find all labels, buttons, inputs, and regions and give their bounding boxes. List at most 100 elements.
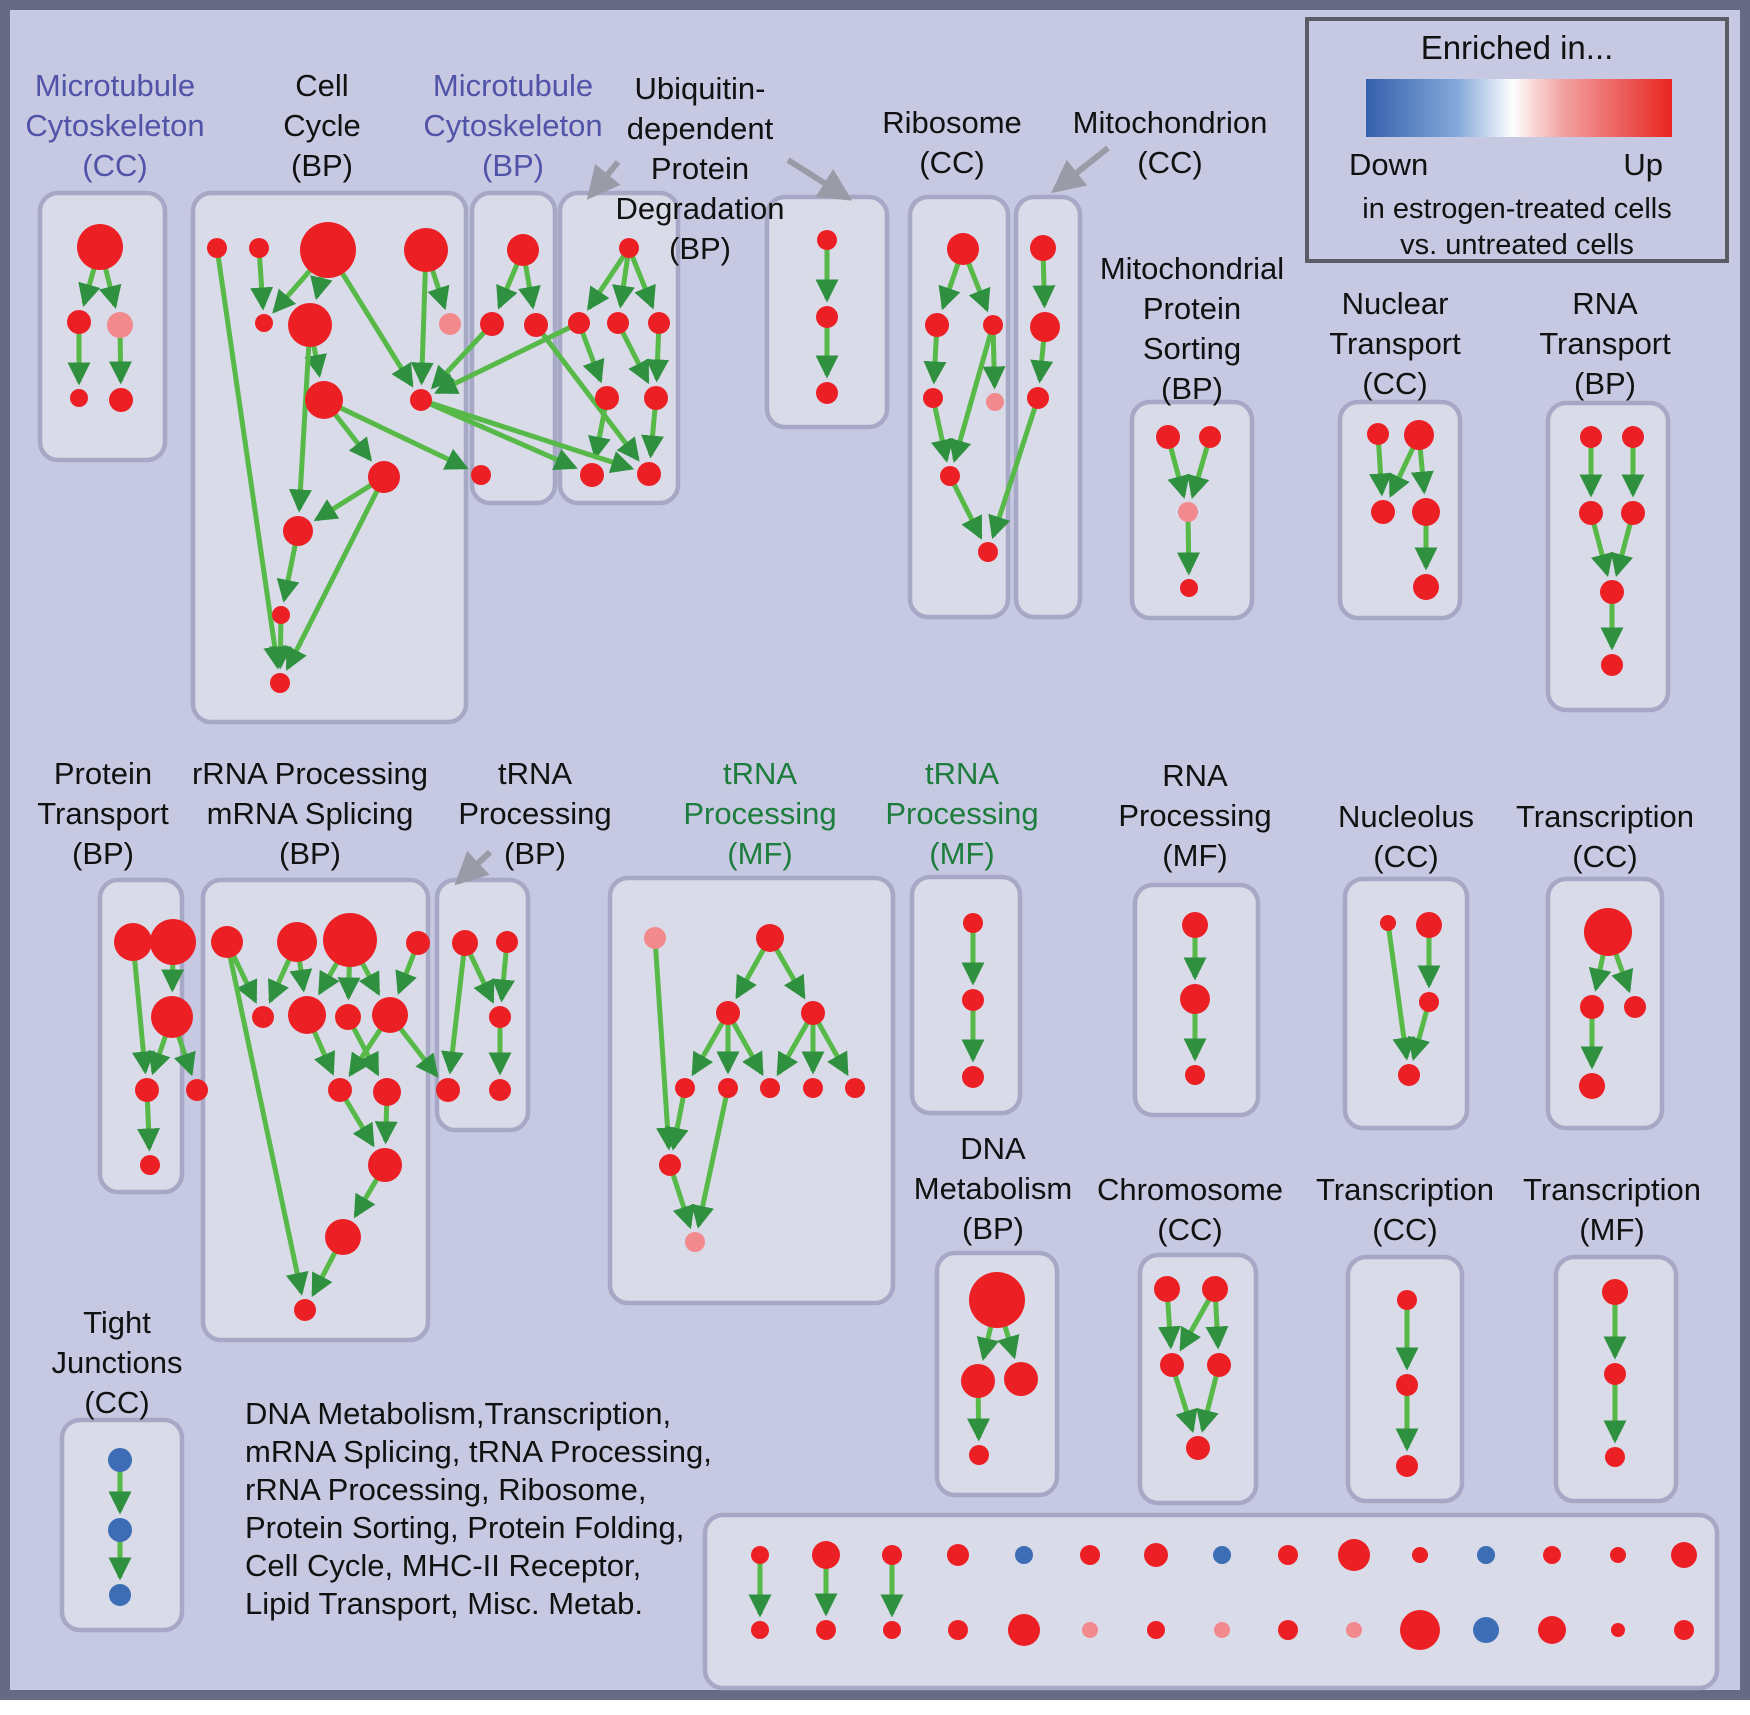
go-term-node-e2 — [816, 306, 838, 328]
label-nuclear-transport-cc-line3: (CC) — [1362, 366, 1427, 401]
label-rrna-processing-mrna-splicing-bp-line1: rRNA Processing — [192, 756, 428, 791]
label-mitochondrial-protein-sorting-bp-line4: (BP) — [1161, 371, 1223, 406]
go-term-node-d0 — [619, 238, 639, 258]
label-misc-cluster-list-line1: DNA Metabolism,Transcription, — [245, 1396, 671, 1431]
go-term-node-k5 — [186, 1079, 208, 1101]
label-trna-processing-mf-2-line1: tRNA — [925, 756, 999, 791]
go-term-node-c4 — [471, 465, 491, 485]
edge-f4-f6 — [930, 397, 954, 463]
go-term-node-l12 — [325, 1219, 361, 1255]
go-term-node-w1 — [108, 1448, 132, 1472]
cluster-box-microtubule-cytoskeleton-cc — [37, 190, 168, 463]
go-term-node-z4t — [947, 1544, 969, 1566]
edge-b4-b9 — [410, 249, 434, 386]
edge-l1-l13 — [224, 941, 309, 1296]
label-mitochondrion-cc-line2: (CC) — [1137, 145, 1202, 180]
go-term-node-g2 — [1030, 312, 1060, 342]
go-term-node-l8 — [372, 997, 408, 1033]
go-term-node-d3 — [648, 312, 670, 334]
go-term-node-i2 — [1404, 420, 1434, 450]
go-term-node-z5b — [1008, 1614, 1040, 1646]
label-mitochondrial-protein-sorting-bp-line1: Mitochondrial — [1100, 251, 1284, 286]
go-term-node-n6 — [718, 1078, 738, 1098]
label-microtubule-cytoskeleton-cc-line1: Microtubule — [35, 68, 195, 103]
label-ribosome-cc-line1: Ribosome — [882, 105, 1022, 140]
label-nuclear-transport-cc-line1: Nuclear — [1342, 286, 1449, 321]
edge-b8-c4 — [322, 397, 469, 470]
go-term-node-j5 — [1600, 580, 1624, 604]
go-term-node-l10 — [373, 1078, 401, 1106]
edge-c3-d7 — [534, 323, 640, 462]
go-term-node-z5t — [1015, 1546, 1033, 1564]
go-term-node-f3 — [983, 315, 1003, 335]
label-mitochondrion-cc-line1: Mitochondrion — [1073, 105, 1268, 140]
go-term-node-z15b — [1674, 1620, 1694, 1640]
label-cell-cycle-bp-line3: (BP) — [291, 148, 353, 183]
go-term-node-e1 — [817, 230, 837, 250]
go-term-node-l1 — [211, 926, 243, 958]
label-nuclear-transport-cc-line2: Transport — [1329, 326, 1461, 361]
label-rna-processing-mf-line1: RNA — [1162, 758, 1228, 793]
go-term-node-l6 — [288, 996, 326, 1034]
label-ubiquitin-dependent-protein-degradation-bp-line4: Degradation — [616, 191, 785, 226]
label-protein-transport-bp-line3: (BP) — [72, 836, 134, 871]
go-term-node-a1 — [77, 224, 123, 270]
go-term-node-t5 — [1186, 1436, 1210, 1460]
go-term-node-v2 — [1604, 1363, 1626, 1385]
edge-n5-n10 — [665, 1087, 689, 1151]
go-term-node-z3b — [883, 1621, 901, 1639]
go-term-node-j4 — [1621, 501, 1645, 525]
label-cell-cycle-bp-line1: Cell — [295, 68, 348, 103]
go-term-node-k2 — [150, 919, 196, 965]
go-term-node-c3 — [524, 313, 548, 337]
go-term-node-p2 — [1180, 984, 1210, 1014]
go-term-node-t3 — [1160, 1353, 1184, 1377]
go-term-node-z7b — [1147, 1621, 1165, 1639]
go-term-node-j2 — [1622, 426, 1644, 448]
go-term-node-m5 — [489, 1079, 511, 1101]
go-term-node-w3 — [109, 1584, 131, 1606]
go-term-node-z6t — [1080, 1545, 1100, 1565]
go-term-node-z8b — [1214, 1622, 1230, 1638]
ubiquitin-pointer-right-arrow — [786, 157, 853, 201]
legend-down-label: Down — [1349, 147, 1429, 182]
label-trna-processing-bp-line2: Processing — [458, 796, 611, 831]
go-term-node-z2b — [816, 1620, 836, 1640]
go-term-node-o1 — [963, 913, 983, 933]
label-microtubule-cytoskeleton-bp-line3: (BP) — [482, 148, 544, 183]
go-term-node-g1 — [1030, 235, 1056, 261]
go-term-node-m3 — [489, 1006, 511, 1028]
go-term-node-b11 — [283, 516, 313, 546]
go-term-node-n2 — [756, 924, 784, 952]
go-term-node-z6b — [1082, 1622, 1098, 1638]
go-term-node-q4 — [1398, 1064, 1420, 1086]
cluster-box-mitochondrion — [1013, 194, 1083, 620]
label-microtubule-cytoskeleton-bp-line1: Microtubule — [433, 68, 593, 103]
label-ubiquitin-dependent-protein-degradation-bp-line5: (BP) — [669, 231, 731, 266]
legend-gradient-bar — [1366, 79, 1672, 137]
label-microtubule-cytoskeleton-cc-line3: (CC) — [82, 148, 147, 183]
go-term-node-z9b — [1278, 1620, 1298, 1640]
cluster-box-nucleolus — [1342, 876, 1470, 1131]
label-rna-transport-bp-line1: RNA — [1572, 286, 1638, 321]
label-trna-processing-mf-1-line3: (MF) — [727, 836, 792, 871]
edge-f6-f7 — [947, 474, 983, 540]
label-ubiquitin-dependent-protein-degradation-bp-line1: Ubiquitin- — [635, 71, 766, 106]
go-term-node-f2 — [925, 313, 949, 337]
go-term-node-b9 — [410, 389, 432, 411]
label-misc-cluster-list-line3: rRNA Processing, Ribosome, — [245, 1472, 646, 1507]
label-rna-processing-mf-line3: (MF) — [1162, 838, 1227, 873]
go-term-node-p1 — [1182, 912, 1208, 938]
go-term-node-p3 — [1185, 1065, 1205, 1085]
go-term-node-d4 — [595, 386, 619, 410]
go-term-node-z12t — [1477, 1546, 1495, 1564]
go-term-node-a3 — [107, 312, 133, 338]
label-nucleolus-cc-line1: Nucleolus — [1338, 799, 1474, 834]
go-term-node-a4 — [70, 389, 88, 407]
go-term-node-k6 — [140, 1155, 160, 1175]
edge-m1-m4 — [441, 942, 468, 1075]
label-trna-processing-mf-2-line3: (MF) — [929, 836, 994, 871]
go-term-node-b6 — [288, 303, 332, 347]
legend-up-label: Up — [1623, 147, 1663, 182]
